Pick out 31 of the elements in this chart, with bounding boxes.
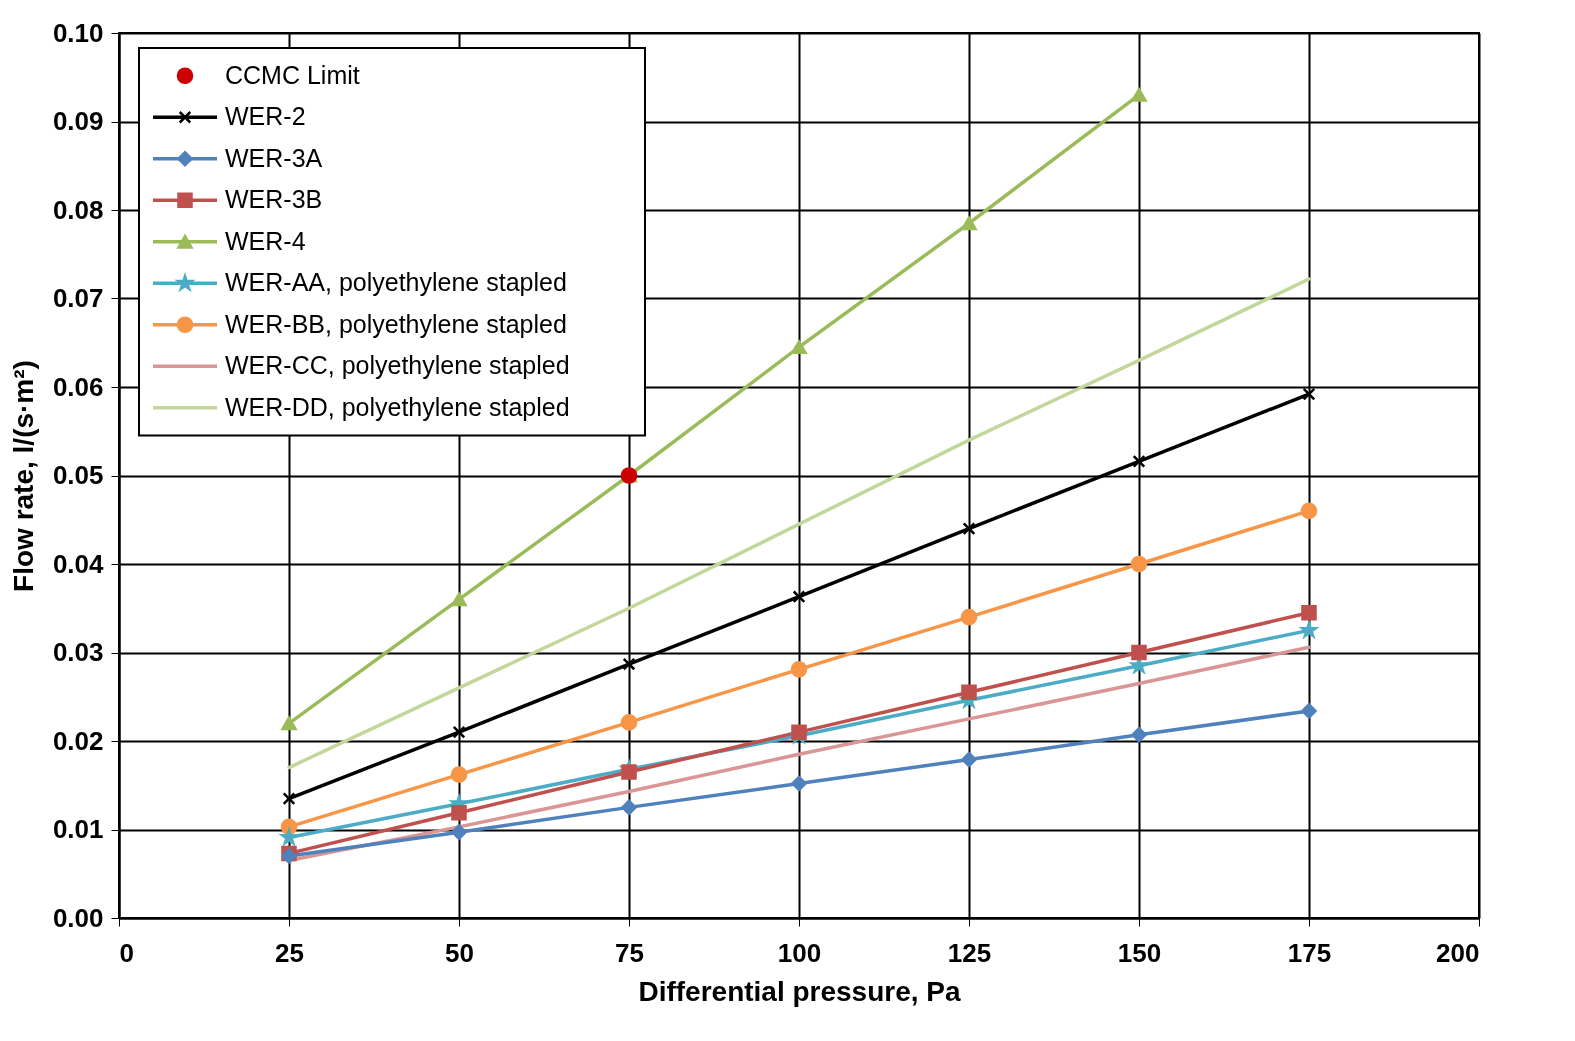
legend-label: WER-BB, polyethylene stapled bbox=[225, 309, 567, 338]
legend-label: WER-4 bbox=[225, 226, 306, 255]
legend-label: WER-CC, polyethylene stapled bbox=[225, 351, 570, 380]
y-tick-label: 0.03 bbox=[52, 637, 104, 667]
x-tick-label: 200 bbox=[1436, 937, 1480, 968]
legend-label: CCMC Limit bbox=[225, 60, 360, 89]
legend-label: WER-AA, polyethylene stapled bbox=[225, 268, 567, 297]
x-tick-label: 100 bbox=[777, 937, 822, 968]
x-tick-label: 75 bbox=[615, 937, 644, 968]
x-axis-title: Differential pressure, Pa bbox=[638, 975, 961, 1007]
y-tick-label: 0.02 bbox=[52, 725, 104, 756]
legend-label: WER-3A bbox=[225, 143, 323, 172]
y-tick-label: 0.09 bbox=[52, 106, 104, 136]
y-tick-label: 0.01 bbox=[52, 814, 104, 844]
y-axis-title: Flow rate, l/(s·m²) bbox=[7, 360, 39, 592]
legend-label: WER-2 bbox=[225, 102, 306, 131]
y-tick-label: 0.08 bbox=[52, 194, 104, 225]
x-tick-label: 175 bbox=[1287, 937, 1332, 968]
y-tick-label: 0.05 bbox=[52, 460, 104, 490]
y-tick-label: 0.10 bbox=[52, 17, 104, 48]
y-tick-label: 0.07 bbox=[52, 283, 104, 313]
legend-label: WER-DD, polyethylene stapled bbox=[225, 392, 570, 421]
legend-label: WER-3B bbox=[225, 185, 323, 214]
y-tick-label: 0.06 bbox=[52, 371, 104, 402]
x-tick-label: 0 bbox=[119, 937, 134, 968]
y-tick-label: 0.00 bbox=[52, 902, 104, 933]
y-tick-label: 0.04 bbox=[52, 548, 105, 579]
x-tick-label: 50 bbox=[445, 937, 474, 968]
x-tick-label: 125 bbox=[947, 937, 992, 968]
x-tick-label: 150 bbox=[1117, 937, 1162, 968]
x-tick-label: 25 bbox=[275, 937, 304, 968]
